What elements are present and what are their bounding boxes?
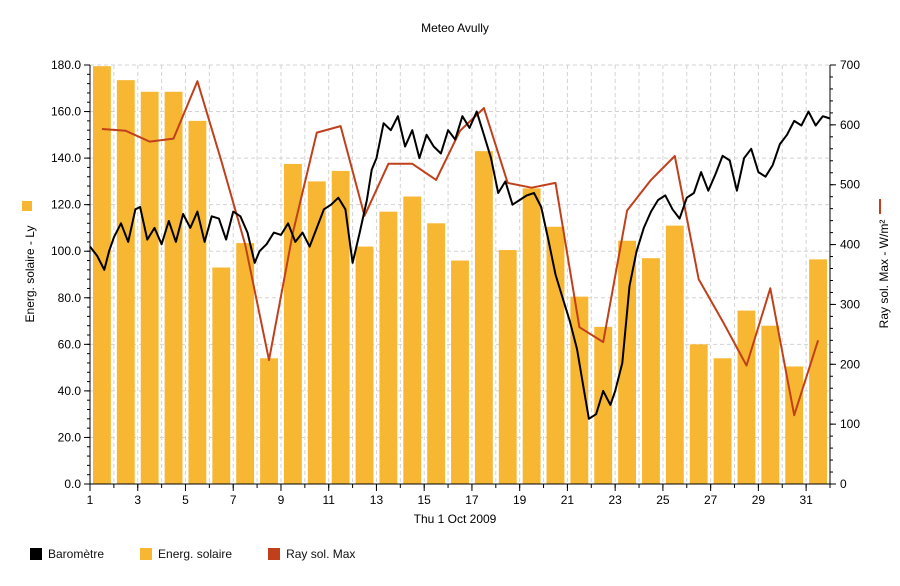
x-tick-label: 31 [799, 493, 813, 507]
x-axis-label: Thu 1 Oct 2009 [414, 512, 497, 526]
y-left-tick-label: 140.0 [51, 151, 81, 165]
x-tick-label: 13 [370, 493, 384, 507]
x-tick-label: 11 [322, 493, 335, 507]
energy-bars [93, 66, 827, 485]
y-axis-label-left: Energ. solaire - Ly [23, 226, 37, 323]
y-left-tick-label: 20.0 [58, 430, 82, 444]
y-left-tick-label: 0.0 [64, 477, 81, 491]
energy-bar [737, 310, 756, 484]
energy-bar [236, 243, 255, 484]
y-right-tick-label: 700 [840, 58, 860, 72]
legend-label-energy: Energ. solaire [158, 547, 233, 561]
energy-bar [140, 91, 159, 485]
y-left-tick-label: 180.0 [51, 58, 81, 72]
energy-bar [665, 225, 684, 484]
y-right-tick-label: 200 [840, 357, 860, 371]
energy-bar [307, 181, 326, 484]
y-left-tick-label: 100.0 [51, 244, 81, 258]
y-left-tick-label: 160.0 [51, 105, 81, 119]
energy-bar [164, 91, 183, 485]
x-tick-label: 27 [704, 493, 718, 507]
energy-bar [713, 358, 732, 484]
left-axis-legend-swatch [22, 201, 32, 211]
energy-bar [427, 223, 446, 485]
energy-bar [474, 151, 493, 484]
x-tick-label: 9 [278, 493, 285, 507]
y-right-tick-label: 400 [840, 238, 860, 252]
y-left-tick-label: 80.0 [58, 291, 82, 305]
energy-bar [331, 170, 350, 485]
energy-bar [809, 259, 827, 484]
x-tick-label: 29 [752, 493, 766, 507]
legend-swatch-barometer [30, 548, 42, 560]
y-right-tick-label: 300 [840, 297, 860, 311]
energy-bar [212, 267, 231, 484]
y-right-tick-label: 0 [840, 477, 847, 491]
energy-bar [355, 246, 374, 484]
energy-bar [642, 258, 660, 484]
axes: 0.0 20.0 40.0 60.0 80.0 100.0 120.0 140.0 160.0 1… [51, 58, 860, 507]
x-tick-label: 15 [418, 493, 432, 507]
energy-bar [594, 326, 613, 484]
x-tick-label: 5 [182, 493, 189, 507]
energy-bar [618, 240, 637, 484]
x-tick-label: 19 [513, 493, 527, 507]
x-tick-label: 3 [134, 493, 141, 507]
x-tick-label: 21 [561, 493, 575, 507]
x-tick-label: 7 [230, 493, 237, 507]
y-left-tick-label: 60.0 [58, 337, 82, 351]
energy-bar [379, 211, 398, 484]
legend-label-ray: Ray sol. Max [286, 547, 356, 561]
y-right-tick-label: 600 [840, 118, 860, 132]
energy-bar [689, 344, 708, 484]
barometer-line [89, 110, 831, 420]
legend-swatch-energy [140, 548, 153, 560]
x-tick-label: 1 [87, 493, 94, 507]
legend-item-barometer: Baromètre [30, 547, 104, 561]
y-right-tick-label: 500 [840, 178, 860, 192]
y-left-tick-label: 120.0 [51, 198, 81, 212]
energy-bar [188, 120, 207, 484]
energy-bar [451, 260, 469, 484]
energy-bar [498, 250, 517, 484]
energy-bar [522, 188, 541, 484]
legend-item-energy: Energ. solaire [140, 547, 232, 561]
lines [89, 80, 831, 420]
energy-bar [403, 196, 422, 484]
x-tick-label: 17 [465, 493, 479, 507]
chart-title: Meteo Avully [421, 21, 489, 35]
legend: Baromètre Energ. solaire Ray sol. Max [30, 544, 391, 564]
y-right-tick-label: 100 [840, 417, 860, 431]
x-tick-label: 25 [656, 493, 670, 507]
energy-bar [260, 358, 278, 484]
x-tick-label: 23 [608, 493, 622, 507]
energy-bar [761, 325, 780, 484]
ray-sol-max-line [101, 80, 820, 417]
energy-bar [283, 163, 302, 485]
energy-bar [546, 226, 565, 484]
energy-bar [93, 66, 111, 485]
legend-label-barometer: Baromètre [48, 547, 105, 561]
legend-swatch-ray [268, 548, 281, 560]
y-left-tick-label: 40.0 [58, 384, 82, 398]
energy-bar [116, 80, 135, 484]
legend-item-ray: Ray sol. Max [268, 547, 355, 561]
y-axis-label-right: Ray sol. Max - W/m² [877, 220, 891, 329]
